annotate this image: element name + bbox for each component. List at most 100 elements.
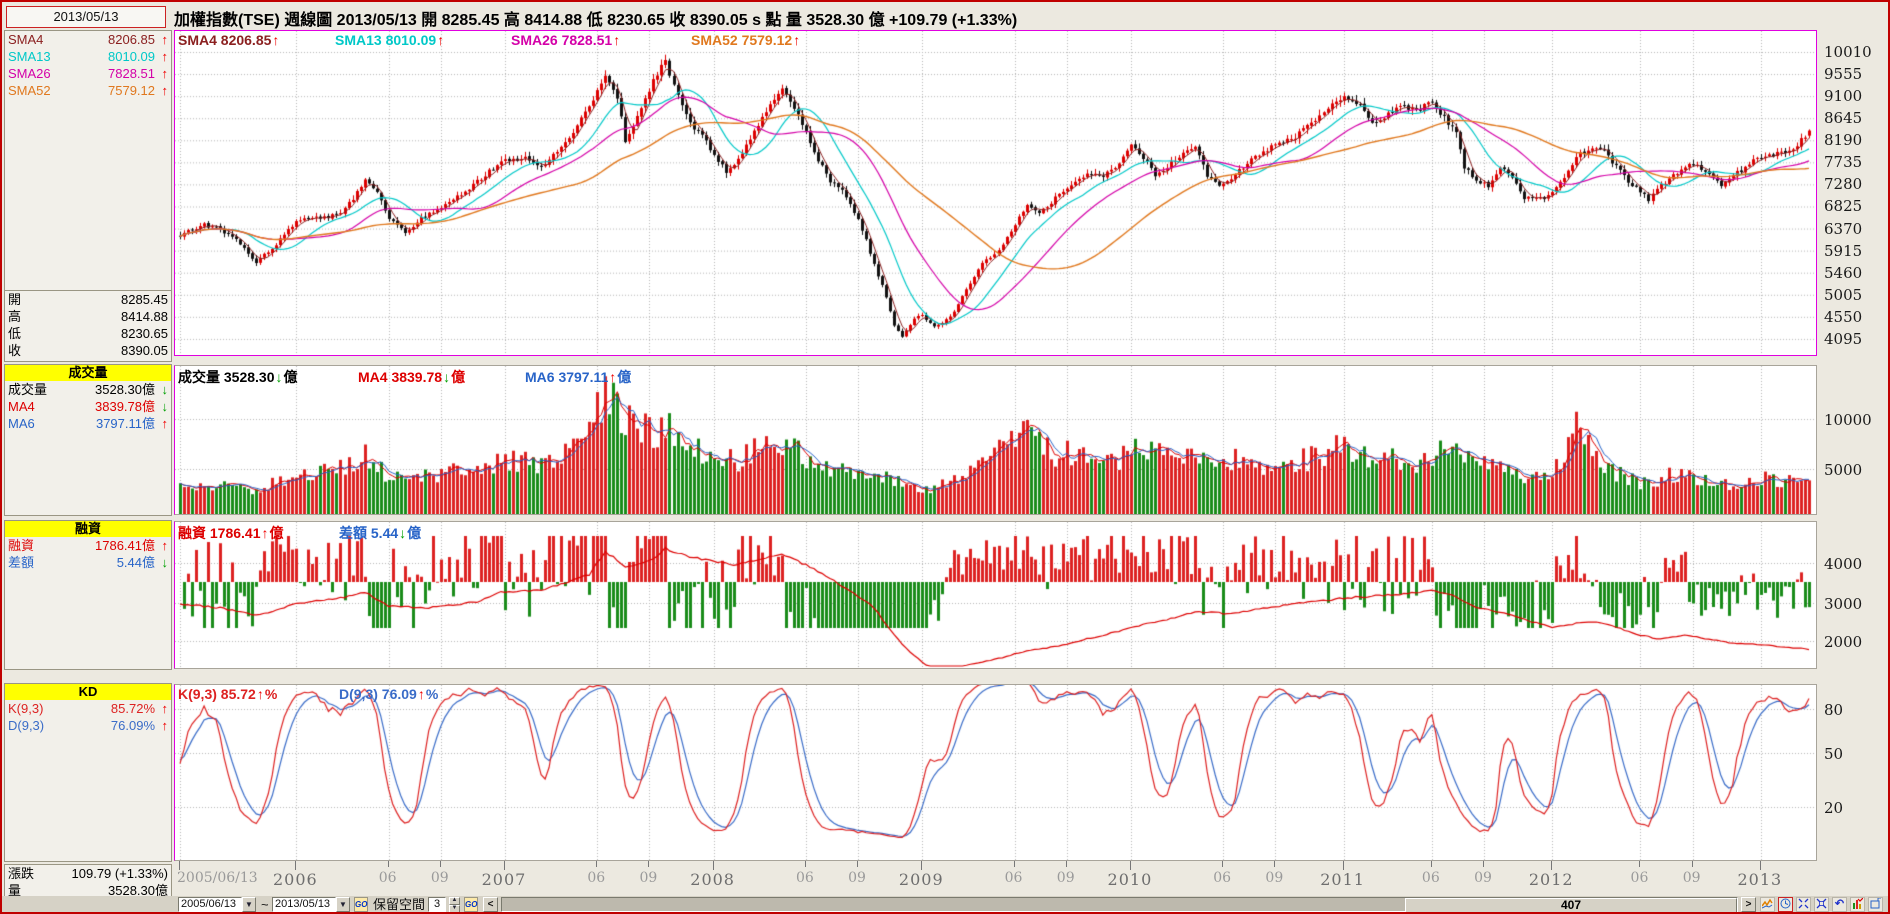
volume-row: 成交量 3528.30億 ↓ [8,382,168,397]
axis-label: 5000 [1824,461,1863,479]
time-tick [1013,861,1015,867]
margin-pane[interactable]: 融資 1786.41↑億 差額 5.44↓億 [174,521,1817,669]
axis-label: 6825 [1824,197,1863,216]
time-tick [1759,861,1761,870]
d-row: D(9,3) 76.09% ↑ [8,718,169,733]
total-volume-row: 量 3528.30億 [8,883,168,898]
time-tick [1129,861,1131,870]
spin-down-icon[interactable]: ▼ [449,905,460,912]
time-tick [295,861,297,870]
time-label: 09 [430,870,449,886]
close-row: 收 8390.05 [8,343,168,358]
price-chart-canvas[interactable] [175,31,1816,355]
axis-label: 7735 [1824,153,1863,172]
volume-ma6-row: MA6 3797.11億 ↑ [8,416,168,431]
from-date-field[interactable]: 2005/06/13 [178,897,242,912]
sma52-row: SMA52 7579.12 ↑ [8,83,169,98]
axis-label: 50 [1824,745,1844,763]
change-row: 漲跌 109.79 (+1.33%) [8,866,168,881]
time-tick [1222,861,1224,867]
time-label: 2011 [1320,870,1365,889]
to-date-dropdown-button[interactable]: ▼ [336,897,350,912]
to-date-field[interactable]: 2013/05/13 [272,897,336,912]
reserve-space-label: 保留空間 [373,897,426,912]
trend-chart-icon[interactable] [1760,897,1775,912]
time-label: 09 [1682,870,1701,886]
clock-icon[interactable] [1778,897,1793,912]
down-arrow-icon: ↓ [161,555,169,570]
export-icon[interactable] [1868,897,1883,912]
date-range-separator: ~ [261,897,269,912]
time-tick [1430,861,1432,867]
scroll-left-button[interactable]: < [483,897,498,912]
sma26-row: SMA26 7828.51 ↑ [8,66,169,81]
volume-panel: 成交量 成交量 3528.30億 ↓ MA4 3839.78億 ↓ MA6 3797.11… [4,364,172,516]
time-label: 06 [1004,870,1023,886]
time-label: 09 [848,870,866,886]
axis-label: 4000 [1824,555,1863,573]
undo-icon[interactable]: ↶ [1832,897,1847,912]
axis-label: 4550 [1824,307,1863,326]
volume-pane[interactable]: 成交量 3528.30↓億 MA4 3839.78↓億 MA6 3797.11↑… [174,365,1817,515]
shrink-icon[interactable] [1796,897,1811,912]
time-label: 2012 [1528,870,1574,889]
up-arrow-icon: ↑ [161,32,169,47]
chart-scrollbar[interactable]: 407 [501,897,1738,912]
spin-up-icon[interactable]: ▲ [449,897,460,905]
kd-pane[interactable]: K(9,3) 85.72↑% D(9,3) 76.09↑% [174,684,1817,861]
time-tick [1342,861,1344,870]
reserve-space-spinner[interactable]: ▲ ▼ [449,897,460,912]
sma4-row: SMA4 8206.85 ↑ [8,32,169,47]
time-label: 06 [1213,870,1232,886]
margin-chart-canvas[interactable] [175,522,1816,668]
time-label: 09 [1265,870,1284,886]
go-hand-icon[interactable]: GO [464,897,478,912]
up-arrow-icon: ↑ [161,49,169,64]
time-label: 09 [1474,870,1492,886]
time-tick [712,861,714,870]
time-label: 09 [1056,870,1075,886]
from-date-dropdown-button[interactable]: ▼ [242,897,256,912]
scrollbar-thumb[interactable]: 407 [1405,898,1737,912]
time-tick [921,861,923,870]
kd-section-header: KD [5,684,171,700]
kd-chart-canvas[interactable] [175,685,1816,860]
axis-label: 3000 [1824,595,1863,613]
volume-chart-canvas[interactable] [175,366,1816,514]
up-arrow-icon: ↑ [161,66,169,81]
expand-icon[interactable] [1814,897,1829,912]
k-row: K(9,3) 85.72% ↑ [8,701,168,716]
time-tick [503,861,505,870]
axis-label: 10000 [1824,411,1872,429]
volume-ma4-row: MA4 3839.78億 ↓ [8,399,169,414]
time-tick [648,861,650,867]
go-hand-icon[interactable]: GO [354,897,368,912]
stats-chart-icon[interactable] [1850,897,1865,912]
reserve-space-input[interactable]: 3 [428,897,446,912]
scroll-right-button[interactable]: > [1741,897,1756,912]
time-tick [1551,861,1553,870]
change-panel: 漲跌 109.79 (+1.33%) 量 3528.30億 [4,864,172,899]
axis-label: 20 [1824,799,1844,817]
up-arrow-icon: ↑ [161,718,169,733]
time-label: 2007 [481,870,527,889]
time-label: 06 [378,870,397,886]
time-label: 2005/06/13 [177,870,258,886]
up-arrow-icon: ↑ [161,83,169,98]
high-row: 高 8414.88 [8,309,168,324]
axis-label: 80 [1824,701,1844,719]
price-pane[interactable]: SMA4 8206.85↑ SMA13 8010.09↑ SMA26 7828.… [174,30,1817,356]
bottom-toolbar: 2005/06/13 ▼ ~ 2013/05/13 ▼ GO 保留空間 3 ▲ ▼… [2,896,1888,912]
kd-panel: KD K(9,3) 85.72% ↑ D(9,3) 76.09% ↑ [4,683,172,862]
axis-label: 9100 [1824,87,1863,106]
time-label: 2008 [690,870,735,889]
time-label: 2013 [1737,870,1783,889]
time-label: 06 [587,870,606,886]
axis-label: 7280 [1824,175,1863,194]
volume-section-header: 成交量 [5,365,171,381]
margin-row: 融資 1786.41億 ↑ [8,538,168,553]
time-tick [1639,861,1641,867]
margin-diff-row: 差額 5.44億 ↓ [8,555,169,570]
down-arrow-icon: ↓ [161,399,169,414]
